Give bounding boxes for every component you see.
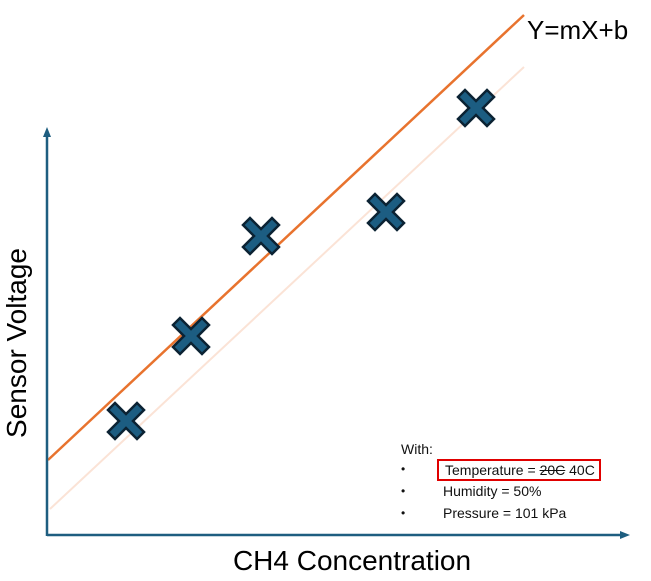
temperature-highlight-box: Temperature = 20C 40C — [437, 459, 601, 481]
humidity-text: Humidity = 50% — [443, 483, 542, 499]
temperature-label: Temperature = — [445, 462, 540, 478]
data-point-marker — [366, 192, 406, 232]
temperature-condition: • Temperature = 20C 40C — [401, 458, 641, 481]
data-point-marker — [106, 401, 146, 441]
x-axis-label: CH4 Concentration — [233, 545, 471, 576]
equation-label: Y=mX+b — [527, 15, 628, 45]
pressure-text: Pressure = 101 kPa — [443, 505, 567, 521]
conditions-note: With: • Temperature = 20C 40C • Humidity… — [401, 440, 641, 524]
data-point-marker — [456, 88, 496, 128]
data-point-marker — [171, 316, 211, 356]
bullet-icon: • — [401, 484, 406, 498]
shifted-fit-line — [49, 66, 525, 510]
temperature-old-value: 20C — [539, 462, 566, 478]
bullet-icon: • — [401, 462, 406, 476]
pressure-condition: • Pressure = 101 kPa — [401, 502, 641, 524]
data-points — [106, 88, 496, 441]
data-point-marker — [241, 216, 281, 256]
fit-line — [47, 14, 525, 461]
bullet-icon: • — [401, 506, 406, 520]
temperature-new-value: 40C — [565, 462, 595, 478]
humidity-condition: • Humidity = 50% — [401, 480, 641, 502]
conditions-heading: With: — [401, 441, 433, 457]
y-axis-label: Sensor Voltage — [1, 248, 32, 438]
